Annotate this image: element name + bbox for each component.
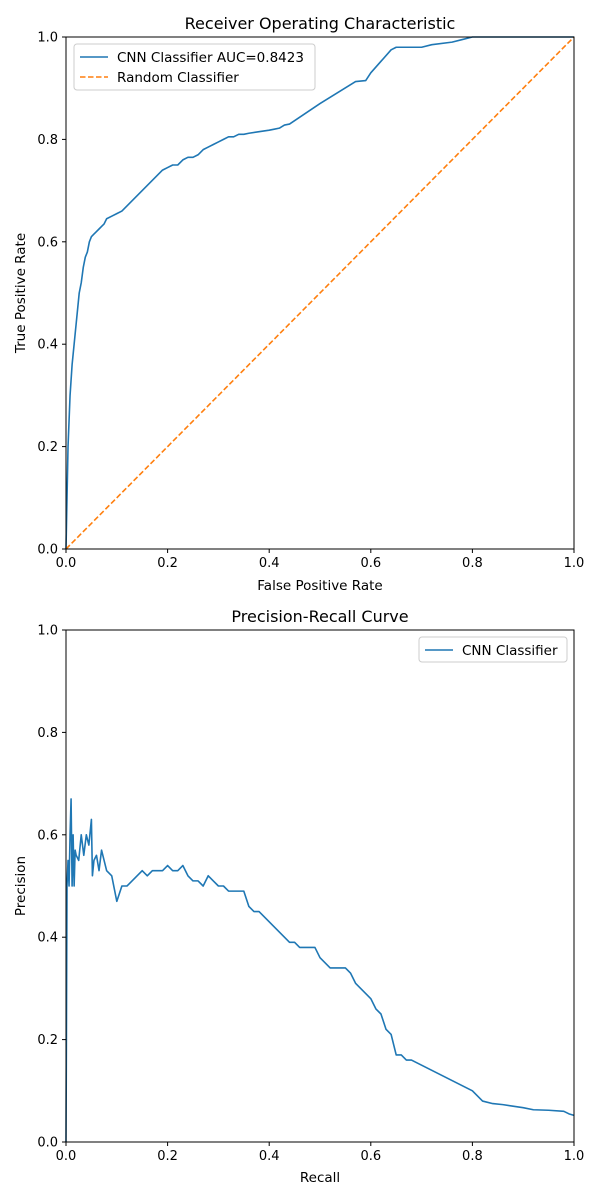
y-tick-label: 0.6 — [37, 235, 58, 250]
legend-label-0: CNN Classifier — [462, 643, 558, 659]
x-tick-label: 0.6 — [360, 1149, 381, 1164]
y-tick-label: 0.0 — [37, 543, 58, 558]
x-tick-label: 0.0 — [56, 556, 77, 571]
y-axis-label: True Positive Rate — [13, 233, 29, 354]
legend: CNN Classifier AUC=0.8423 Random Classifi… — [73, 43, 316, 91]
y-axis-label: Precision — [13, 856, 29, 916]
y-tick-label: 1.0 — [37, 624, 58, 639]
chart-title: Receiver Operating Characteristic — [185, 14, 456, 33]
y-tick-label: 0.8 — [37, 726, 58, 741]
x-tick-label: 0.4 — [259, 556, 280, 571]
chart-title: Precision-Recall Curve — [231, 607, 408, 626]
y-tick-label: 0.2 — [37, 1033, 58, 1048]
x-tick-label: 0.6 — [360, 556, 381, 571]
plot-frame — [65, 629, 575, 1143]
x-tick-label: 0.4 — [259, 1149, 280, 1164]
roc-chart: Receiver Operating Characteristic 0.0 0.2 0… — [13, 14, 584, 594]
x-tick-label: 1.0 — [564, 556, 585, 571]
y-tick-label: 0.2 — [37, 440, 58, 455]
series-line-0 — [65, 36, 574, 550]
series-line-0 — [65, 798, 575, 1143]
y-tick-label: 0.8 — [37, 133, 58, 148]
x-axis-label: Recall — [300, 1170, 340, 1186]
x-tick-label: 0.8 — [462, 556, 483, 571]
y-tick-label: 1.0 — [37, 31, 58, 46]
x-tick-label: 0.2 — [157, 1149, 178, 1164]
plot-frame — [65, 36, 575, 550]
legend-box — [73, 43, 316, 91]
x-axis-label: False Positive Rate — [257, 578, 382, 594]
y-tick-label: 0.0 — [37, 1136, 58, 1151]
y-tick-label: 0.4 — [37, 338, 58, 353]
legend-label-0: CNN Classifier AUC=0.8423 — [117, 50, 304, 66]
x-tick-label: 0.8 — [462, 1149, 483, 1164]
legend: CNN Classifier — [418, 636, 568, 663]
x-tick-label: 0.0 — [56, 1149, 77, 1164]
y-tick-label: 0.4 — [37, 931, 58, 946]
precision-recall-chart: Precision-Recall Curve 0.0 0.2 0.4 0.6 0.8 1.0… — [13, 607, 584, 1186]
x-tick-label: 1.0 — [564, 1149, 585, 1164]
legend-box — [418, 636, 568, 663]
legend-label-1: Random Classifier — [117, 70, 239, 86]
x-tick-label: 0.2 — [157, 556, 178, 571]
series-line-1 — [65, 36, 575, 550]
y-tick-label: 0.6 — [37, 828, 58, 843]
